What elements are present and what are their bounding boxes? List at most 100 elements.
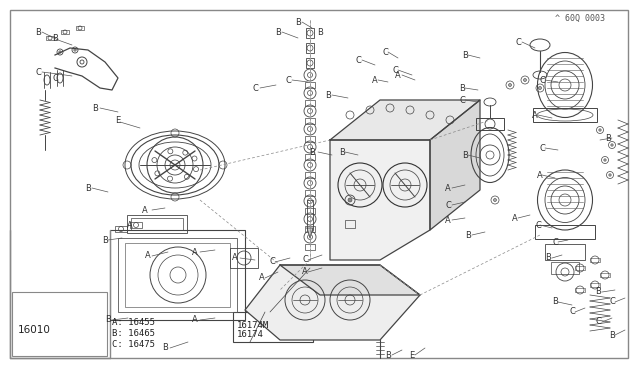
Text: C: C [269, 257, 275, 266]
Text: B: B [52, 33, 58, 42]
Text: C: 16475: C: 16475 [112, 340, 155, 349]
Text: C: C [535, 221, 541, 230]
Text: B: B [162, 343, 168, 353]
Circle shape [524, 78, 527, 81]
Text: B: 16465: B: 16465 [112, 329, 155, 338]
Bar [125, 243, 230, 307]
Bar [233, 312, 313, 342]
Text: B: B [92, 103, 98, 112]
Polygon shape [430, 100, 480, 230]
Text: A: A [142, 205, 148, 215]
Bar [305, 154, 315, 160]
Text: B: B [462, 151, 468, 160]
Text: C: C [595, 317, 601, 327]
Bar [305, 208, 315, 214]
Text: B: B [595, 288, 601, 296]
Circle shape [538, 87, 541, 90]
Text: C: C [382, 48, 388, 57]
Text: A: A [127, 221, 133, 230]
Bar [110, 230, 245, 320]
Text: A: A [259, 273, 265, 282]
Bar [575, 288, 585, 292]
Text: C: C [302, 256, 308, 264]
Bar [305, 172, 315, 178]
Bar [305, 136, 315, 142]
Text: E: E [410, 350, 415, 359]
Text: B: B [85, 183, 91, 192]
Circle shape [59, 51, 61, 53]
Text: C: C [392, 65, 398, 74]
Text: B: B [309, 148, 315, 157]
Polygon shape [245, 265, 420, 340]
Circle shape [604, 159, 606, 161]
Text: C: C [459, 96, 465, 105]
Bar [551, 262, 579, 274]
Bar [305, 190, 315, 196]
Text: B: B [459, 83, 465, 93]
Bar [131, 218, 183, 230]
Text: C: C [569, 308, 575, 317]
Circle shape [74, 49, 76, 51]
Bar [600, 273, 610, 277]
Text: B: B [465, 231, 471, 240]
Text: A: A [192, 247, 198, 257]
Bar [307, 200, 313, 230]
Text: B: B [545, 253, 551, 263]
Bar [305, 226, 315, 232]
Bar [306, 58, 314, 68]
Bar [533, 108, 597, 122]
Bar [305, 244, 315, 250]
Text: C: C [252, 83, 258, 93]
Bar [12, 292, 107, 356]
Text: A: 16455: A: 16455 [112, 318, 155, 327]
Bar [535, 225, 595, 239]
Text: C: C [515, 38, 521, 46]
Text: ^ 60Q 0003: ^ 60Q 0003 [555, 14, 605, 23]
Text: C: C [552, 237, 558, 247]
Text: A: A [395, 71, 401, 80]
Text: B: B [295, 17, 301, 26]
Text: C: C [609, 298, 615, 307]
Bar [590, 258, 600, 262]
Bar [345, 220, 355, 228]
Text: B: B [105, 315, 111, 324]
Text: C: C [445, 201, 451, 209]
Circle shape [609, 174, 611, 176]
Text: A: A [192, 315, 198, 324]
Bar [575, 266, 585, 270]
Polygon shape [307, 228, 313, 238]
Bar [118, 238, 237, 312]
Circle shape [599, 129, 601, 131]
Bar [230, 248, 258, 268]
Bar [590, 283, 600, 287]
Bar [46, 36, 54, 40]
Bar [306, 28, 314, 38]
Text: A: A [532, 110, 538, 119]
Polygon shape [330, 140, 430, 260]
Text: A: A [302, 267, 308, 276]
Text: 16174: 16174 [237, 330, 264, 339]
Text: A: A [537, 170, 543, 180]
Bar [130, 222, 142, 228]
Bar [476, 118, 504, 130]
Bar [76, 26, 84, 30]
Text: A: A [445, 215, 451, 224]
Text: A: A [372, 76, 378, 84]
Text: C: C [285, 76, 291, 84]
Bar [306, 43, 314, 53]
Bar [545, 244, 585, 260]
Text: A: A [145, 251, 151, 260]
Text: 16010: 16010 [18, 325, 51, 335]
Text: B: B [102, 235, 108, 244]
Circle shape [611, 144, 613, 146]
Text: C: C [539, 144, 545, 153]
Text: C: C [355, 55, 361, 64]
Bar [61, 30, 69, 34]
Text: C: C [35, 67, 41, 77]
Circle shape [493, 199, 497, 202]
Text: A: A [445, 183, 451, 192]
Text: B: B [317, 28, 323, 36]
Text: B: B [462, 51, 468, 60]
Circle shape [348, 198, 352, 202]
Text: C: C [52, 74, 58, 83]
